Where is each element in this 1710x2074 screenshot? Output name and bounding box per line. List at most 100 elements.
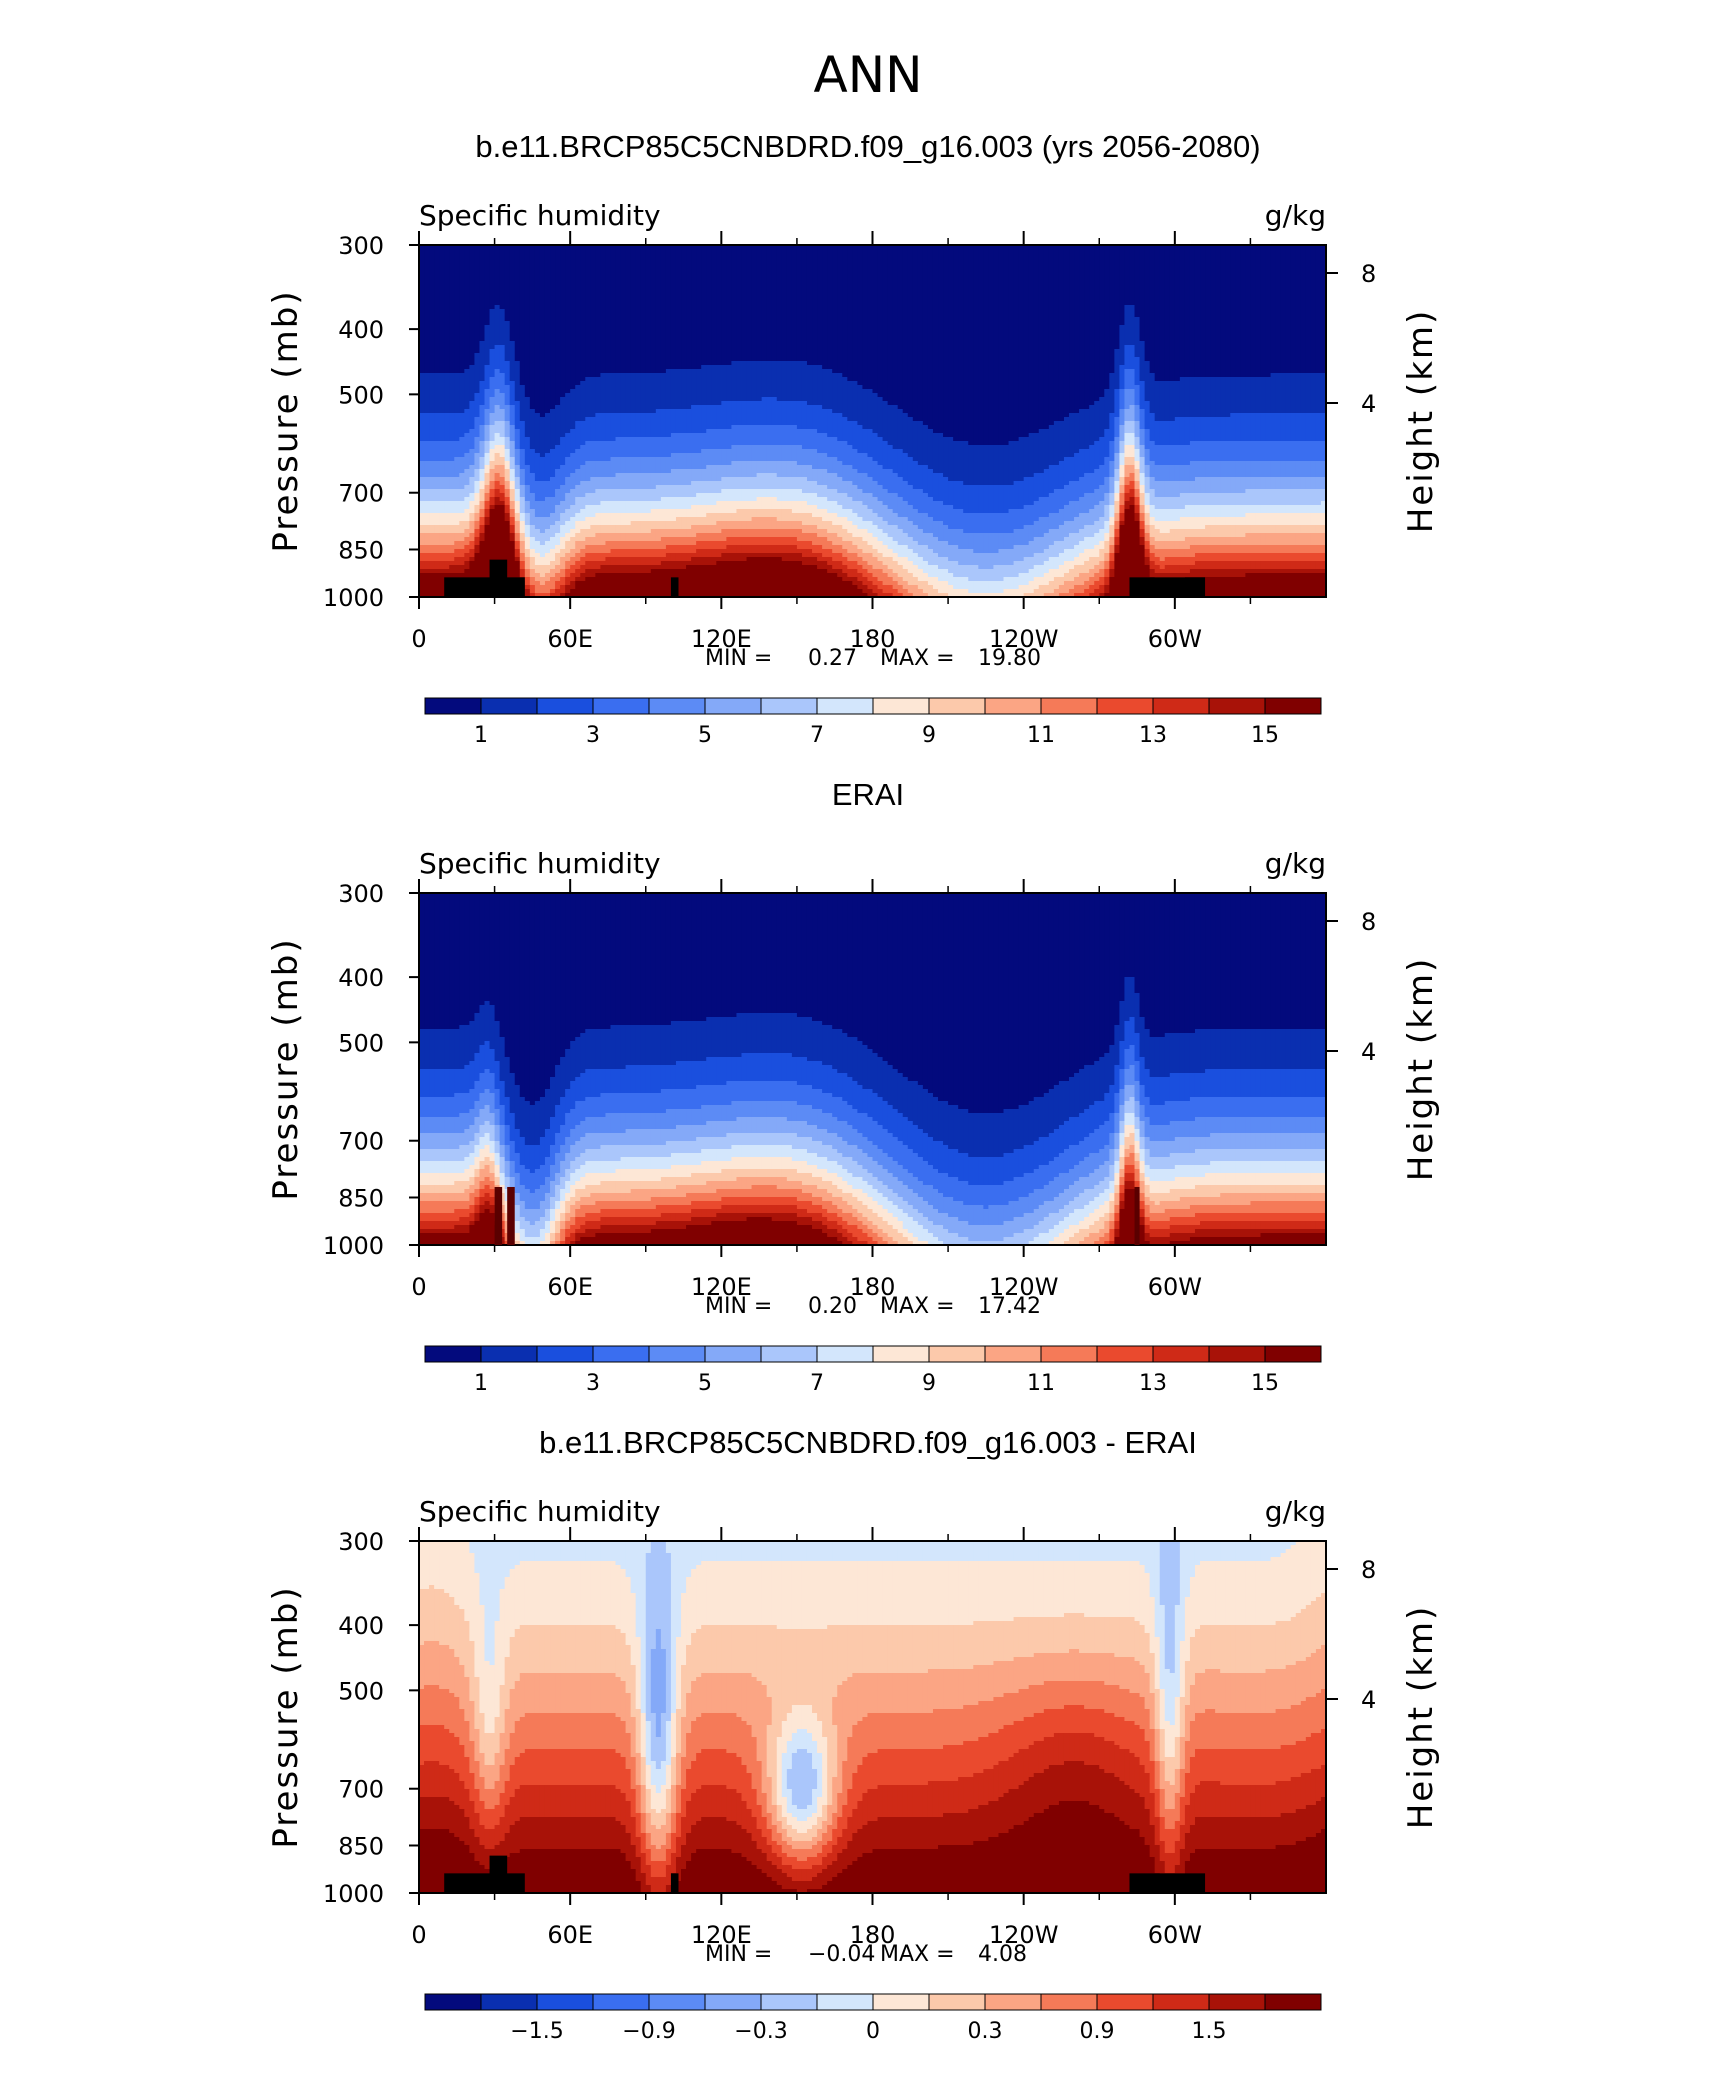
- colorbar-box: [985, 1994, 1041, 2010]
- y-tick-label: 300: [338, 1528, 384, 1556]
- colorbar-box: [1041, 1346, 1097, 1362]
- orography-column: [1135, 1187, 1140, 1245]
- y-tick-label: 500: [338, 381, 384, 409]
- y-axis-label: Pressure (mb): [266, 937, 306, 1200]
- colorbar-box: [817, 1346, 873, 1362]
- colorbar-label: 5: [698, 1371, 712, 1396]
- figure-title: ANN: [813, 46, 922, 104]
- colorbar-box: [425, 698, 481, 714]
- min-value: −0.04: [808, 1942, 875, 1967]
- y-tick-label: 1000: [323, 1880, 384, 1908]
- colorbar-label: 1: [474, 1371, 488, 1396]
- colorbar-box: [593, 1994, 649, 2010]
- x-tick-label: 60E: [547, 1273, 593, 1301]
- colorbar-box: [1209, 698, 1265, 714]
- colorbar-box: [1265, 698, 1321, 714]
- y-tick-label: 850: [338, 1184, 384, 1212]
- colorbar-label: −1.5: [510, 2019, 563, 2044]
- colorbar-box: [1041, 698, 1097, 714]
- variable-label: Specific humidity: [419, 847, 661, 880]
- y-tick-label: 400: [338, 964, 384, 992]
- colorbar-box: [929, 1346, 985, 1362]
- colorbar-box: [705, 698, 761, 714]
- min-value: 0.27: [808, 646, 857, 671]
- x-tick-label: 60W: [1148, 625, 1202, 653]
- topography-mask: [490, 1856, 508, 1893]
- max-value: 4.08: [978, 1942, 1027, 1967]
- colorbar-box: [705, 1346, 761, 1362]
- colorbar-box: [537, 1346, 593, 1362]
- colorbar-box: [537, 1994, 593, 2010]
- colorbar-label: 1.5: [1192, 2019, 1227, 2044]
- y-tick-label: 1000: [323, 1232, 384, 1260]
- max-label: MAX =: [880, 1942, 955, 1967]
- min-label: MIN =: [705, 1942, 772, 1967]
- x-tick-label: 60W: [1148, 1273, 1202, 1301]
- topography-mask: [1129, 577, 1205, 597]
- x-tick-label: 60E: [547, 1921, 593, 1949]
- right-axis-label: Height (km): [1401, 957, 1441, 1182]
- colorbar-box: [873, 1994, 929, 2010]
- right-axis-label: Height (km): [1401, 309, 1441, 534]
- x-tick-label: 60W: [1148, 1921, 1202, 1949]
- max-value: 19.80: [978, 646, 1041, 671]
- y-tick-label: 500: [338, 1029, 384, 1057]
- max-value: 17.42: [978, 1294, 1041, 1319]
- colorbar-box: [1209, 1994, 1265, 2010]
- y-tick-label: 1000: [323, 584, 384, 612]
- colorbar-box: [761, 1346, 817, 1362]
- y-tick-label: 700: [338, 1128, 384, 1156]
- colorbar-label: 11: [1027, 1371, 1055, 1396]
- colorbar-label: 1: [474, 723, 488, 748]
- right-axis-label: Height (km): [1401, 1605, 1441, 1830]
- right-tick-label: 4: [1361, 1038, 1376, 1066]
- colorbar-label: 9: [922, 1371, 936, 1396]
- max-label: MAX =: [880, 646, 955, 671]
- colorbar-box: [1097, 1346, 1153, 1362]
- variable-label: Specific humidity: [419, 199, 661, 232]
- contour-field: [419, 893, 1327, 1246]
- colorbar-label: 0.9: [1080, 2019, 1115, 2044]
- colorbar-box: [425, 1346, 481, 1362]
- colorbar-box: [481, 1994, 537, 2010]
- colorbar-box: [817, 1994, 873, 2010]
- right-tick-label: 4: [1361, 390, 1376, 418]
- panel-1: b.e11.BRCP85C5CNBDRD.f09_g16.003 (yrs 20…: [266, 129, 1441, 748]
- colorbar-box: [929, 1994, 985, 2010]
- colorbar-label: 5: [698, 723, 712, 748]
- colorbar-box: [1153, 1994, 1209, 2010]
- colorbar-box: [817, 698, 873, 714]
- y-tick-label: 300: [338, 880, 384, 908]
- colorbar-box: [649, 698, 705, 714]
- colorbar-box: [1153, 1346, 1209, 1362]
- colorbar-box: [593, 698, 649, 714]
- y-tick-label: 400: [338, 1612, 384, 1640]
- topography-mask: [444, 577, 525, 597]
- y-tick-label: 700: [338, 1776, 384, 1804]
- right-tick-label: 4: [1361, 1686, 1376, 1714]
- colorbar-box: [481, 1346, 537, 1362]
- colorbar-label: 9: [922, 723, 936, 748]
- colorbar-label: 13: [1139, 1371, 1167, 1396]
- contour-field: [419, 1541, 1327, 1894]
- panel-title: b.e11.BRCP85C5CNBDRD.f09_g16.003 (yrs 20…: [475, 129, 1260, 164]
- y-tick-label: 850: [338, 1832, 384, 1860]
- colorbar-label: −0.3: [734, 2019, 787, 2044]
- panel-title: ERAI: [832, 777, 904, 812]
- units-label: g/kg: [1265, 1495, 1326, 1528]
- colorbar-label: 7: [810, 1371, 824, 1396]
- colorbar-box: [593, 1346, 649, 1362]
- orography-column: [495, 1187, 503, 1245]
- panels: b.e11.BRCP85C5CNBDRD.f09_g16.003 (yrs 20…: [266, 129, 1441, 2044]
- y-tick-label: 700: [338, 480, 384, 508]
- colorbar-label: 0: [866, 2019, 880, 2044]
- colorbar-box: [873, 698, 929, 714]
- colorbar-label: 3: [586, 723, 600, 748]
- min-label: MIN =: [705, 646, 772, 671]
- colorbar-label: 15: [1251, 1371, 1279, 1396]
- colorbar-box: [705, 1994, 761, 2010]
- colorbar-label: 3: [586, 1371, 600, 1396]
- y-axis-label: Pressure (mb): [266, 1585, 306, 1848]
- colorbar-box: [1209, 1346, 1265, 1362]
